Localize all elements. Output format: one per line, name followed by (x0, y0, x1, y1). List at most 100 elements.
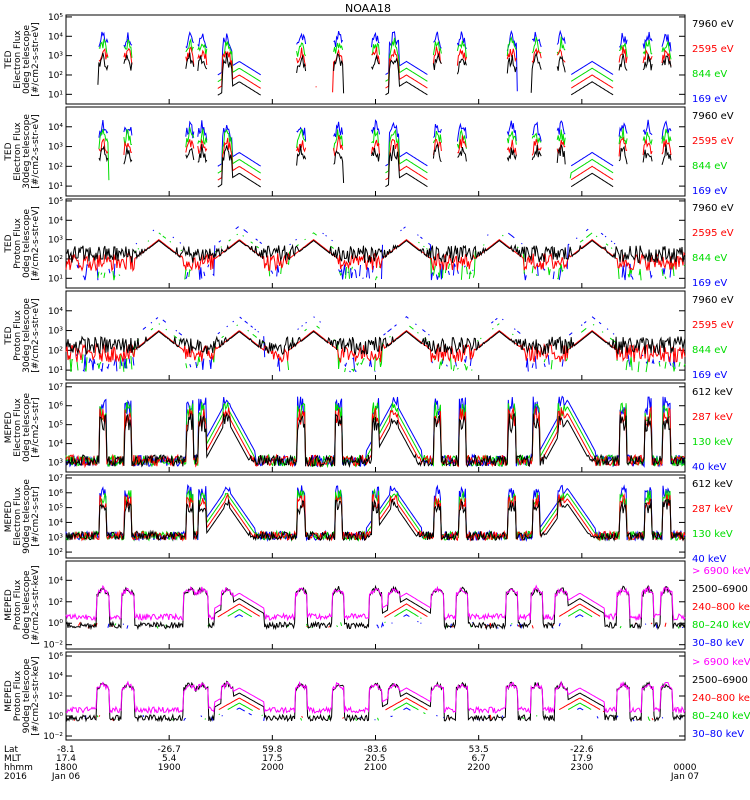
series-trace (98, 127, 672, 181)
chart-title: NOAA18 (345, 2, 391, 15)
y-axis-label: Proton Flux (13, 670, 23, 721)
x-tick-label: Jan 06 (51, 772, 80, 782)
y-axis-label: Electron Flux (13, 398, 23, 457)
y-tick-label: 10³ (48, 459, 63, 469)
legend-entry: 844 eV (692, 161, 727, 172)
x-tick-label: 5.4 (162, 754, 177, 764)
legend-entry: 2500–6900 (692, 675, 748, 686)
y-axis-label: 0deg telescope (22, 209, 32, 279)
series-trace (65, 330, 686, 357)
panel-frame (65, 198, 686, 289)
panel-1: 10¹ 10² 10³ 10⁴ 10⁵ TED Electron Flux 0deg tele… (4, 13, 734, 105)
y-tick-label: 10² (48, 692, 63, 702)
x-tick-label: 53.5 (469, 745, 489, 755)
y-axis-label: TED (4, 50, 14, 69)
panel-frame (65, 651, 686, 741)
y-axis-label: MEPED (4, 501, 14, 533)
series-trace (97, 703, 676, 721)
legend-entry: 80–240 keV (692, 620, 750, 631)
y-tick-label: 10³ (48, 533, 63, 543)
series-trace (98, 46, 672, 93)
series-trace (97, 51, 672, 96)
panel-3: 10¹ 10² 10³ 10⁴ 10⁵ TED Proton Flux 0deg telesc… (4, 197, 734, 289)
y-tick-label: 10² (48, 162, 63, 172)
y-axis-label: Proton Flux (13, 218, 23, 269)
y-axis-label: 0deg telescope (22, 570, 32, 640)
y-axis-label: [#/cm2-s-str-eV] (31, 206, 41, 281)
y-tick-label: 10⁶ (48, 489, 63, 499)
legend-entry: 240–800 keV (692, 693, 750, 704)
legend-entry: 2595 eV (692, 228, 734, 239)
y-axis-label: 0deg telescope (22, 25, 32, 95)
panel-4: 10¹ 10² 10³ 10⁴ TED Proton Flux 30deg telescop… (4, 290, 734, 381)
x-tick-label: 17.9 (572, 754, 592, 764)
x-tick-label: -26.7 (158, 745, 181, 755)
series-trace (98, 119, 672, 167)
panel-5: 10³ 10⁴ 10⁵ 10⁶ 10⁷ MEPED Electron Flux 0deg te… (4, 382, 733, 473)
legend-entry: > 6900 keV (692, 657, 750, 668)
series-trace (97, 232, 686, 281)
legend-entry: 169 eV (692, 186, 727, 197)
y-tick-label: 10⁵ (48, 504, 63, 514)
x-row-label: hhmm (4, 763, 33, 773)
y-tick-label: 10⁴ (48, 518, 63, 528)
y-tick-label: 10⁴ (48, 32, 63, 42)
legend-entry: 2595 eV (692, 44, 734, 55)
x-tick-label: 2200 (467, 763, 490, 773)
legend-entry: 287 keV (692, 412, 733, 423)
y-axis-label: Electron Flux (13, 122, 23, 181)
x-tick-label: 1900 (158, 763, 181, 773)
y-tick-label: 10⁴ (48, 307, 63, 317)
y-axis-label: [#/cm2-s-str-keV] (31, 565, 41, 644)
legend-entry: 80–240 keV (692, 711, 750, 722)
y-tick-label: 10² (48, 255, 63, 265)
y-tick-label: 10² (48, 346, 63, 356)
panel-8: 10⁻² 10⁰ 10² 10⁴ 10⁶ MEPED Proton Flux 90deg te… (4, 651, 750, 742)
y-axis-label: MEPED (4, 412, 14, 444)
y-tick-label: 10³ (48, 143, 63, 153)
panel-7: 10⁻² 10⁰ 10² 10⁴ MEPED Proton Flux 0deg telesc… (4, 560, 750, 651)
y-axis-label: 0deg telescope (22, 393, 32, 463)
x-row-label: Lat (4, 745, 19, 755)
legend-entry: 30–80 keV (692, 638, 744, 649)
panel-2: 10¹ 10² 10³ 10⁴ TED Electron Flux 30deg telesc… (4, 106, 734, 197)
y-axis-label: [#/cm2-s-str-keV] (31, 656, 41, 735)
y-axis-label: [#/cm2-s-str-eV] (31, 22, 41, 97)
legend-entry: 169 eV (692, 370, 727, 381)
series-trace (98, 36, 672, 83)
x-tick-label: Jan 07 (670, 772, 699, 782)
legend-entry: 612 keV (692, 387, 733, 398)
y-tick-label: 10⁵ (48, 197, 63, 207)
y-tick-label: 10⁵ (48, 13, 63, 23)
y-axis-label: [#/cm2-s-str-eV] (31, 114, 41, 189)
series-trace (65, 488, 686, 542)
panel-6: 10² 10³ 10⁴ 10⁵ 10⁶ 10⁷ MEPED Electron Flux 90de… (4, 474, 733, 565)
y-axis-label: [#/cm2-s-str-eV] (31, 298, 41, 373)
y-axis-label: Electron Flux (13, 30, 23, 89)
x-tick-label: 6.7 (472, 754, 486, 764)
y-axis-label: 30deg telescope (22, 114, 32, 189)
series-trace (98, 29, 672, 92)
y-axis-label: Proton Flux (13, 310, 23, 361)
y-tick-label: 10³ (48, 52, 63, 62)
x-tick-label: 20.5 (365, 754, 385, 764)
legend-entry: 2595 eV (692, 136, 734, 147)
y-axis-label: MEPED (4, 680, 14, 712)
series-trace (65, 584, 686, 631)
y-tick-label: 10² (48, 598, 63, 608)
legend-entry: 40 keV (692, 554, 726, 565)
legend-entry: 7960 eV (692, 295, 734, 306)
y-tick-label: 10² (48, 548, 63, 558)
legend-entry: 7960 eV (692, 111, 734, 122)
panel-frame (65, 290, 686, 381)
y-tick-label: 10⁴ (48, 440, 63, 450)
legend-entry: 2595 eV (692, 320, 734, 331)
legend-entry: 30–80 keV (692, 729, 744, 740)
y-tick-label: 10⁴ (48, 216, 63, 226)
y-tick-label: 10⁶ (48, 652, 63, 662)
y-tick-label: 10¹ (48, 182, 63, 192)
y-axis-label: Proton Flux (13, 579, 23, 630)
series-trace (65, 412, 686, 469)
legend-entry: 169 eV (692, 278, 727, 289)
